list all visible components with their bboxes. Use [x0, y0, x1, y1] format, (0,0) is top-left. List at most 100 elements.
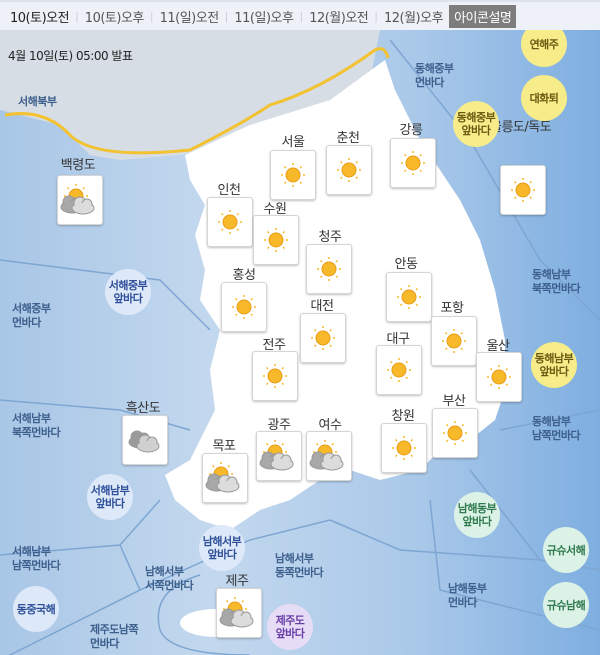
weather-map: 4월 10일(토) 05:00 발표 백령도 서울 춘천 강릉 울릉도/독도 인천 수원 청주… — [0, 30, 600, 655]
sea-forecast-badge[interactable]: 동해남부 앞바다 — [531, 342, 577, 388]
tab-2[interactable]: 11(일)오전 — [159, 10, 220, 26]
sunny-icon — [392, 436, 416, 460]
tab-3[interactable]: 11(일)오후 — [234, 10, 294, 26]
city-label: 대구 — [386, 332, 410, 347]
tab-separator: | — [299, 9, 304, 23]
sunny-icon — [232, 295, 256, 319]
sunny-icon — [511, 178, 535, 202]
sea-forecast-badge[interactable]: 규슈남해 — [543, 582, 589, 628]
city-label: 인천 — [217, 183, 241, 198]
sea-area-label: 동해남부 남쪽먼바다 — [532, 415, 581, 442]
city-label: 울산 — [486, 339, 510, 354]
sunny-icon — [387, 358, 411, 382]
sea-forecast-badge[interactable]: 대화퇴 — [521, 75, 567, 121]
sea-forecast-badge[interactable]: 동해중부 앞바다 — [453, 101, 499, 147]
north-korea-land — [0, 30, 380, 160]
icon-legend-button[interactable]: 아이콘설명 — [449, 4, 517, 28]
sea-area-label: 서해중부 먼바다 — [12, 302, 51, 329]
partly-cloudy-icon — [205, 462, 240, 493]
sunny-icon — [401, 151, 425, 175]
sunny-icon — [311, 326, 335, 350]
sunny-icon — [264, 228, 288, 252]
sea-area-label: 제주도남쪽 먼바다 — [90, 623, 139, 650]
sunny-icon — [443, 421, 467, 445]
tab-separator: | — [75, 9, 79, 23]
city-weather-box[interactable] — [221, 282, 267, 332]
tab-separator: | — [149, 9, 154, 23]
city-weather-box[interactable] — [500, 165, 546, 215]
city-weather-box[interactable] — [202, 453, 248, 503]
sea-forecast-badge[interactable]: 남해서부 앞바다 — [199, 525, 245, 571]
tab-1[interactable]: 10(토)오후 — [84, 10, 145, 26]
city-label: 전주 — [262, 338, 286, 353]
sunny-icon — [397, 285, 421, 309]
city-weather-box[interactable] — [381, 423, 427, 473]
city-weather-box[interactable] — [122, 415, 168, 465]
city-label: 대전 — [310, 299, 334, 314]
city-weather-box[interactable] — [432, 408, 478, 458]
sea-forecast-badge[interactable]: 서해중부 앞바다 — [105, 269, 151, 315]
city-weather-box[interactable] — [252, 351, 298, 401]
sea-forecast-badge[interactable]: 서해남부 앞바다 — [87, 474, 133, 520]
partly-cloudy-icon — [219, 597, 254, 628]
city-label: 목포 — [212, 439, 236, 454]
sea-area-label: 서해남부 북쪽먼바다 — [12, 412, 61, 439]
city-weather-box[interactable] — [431, 316, 477, 366]
city-label: 포항 — [440, 301, 464, 316]
sea-forecast-badge[interactable]: 남해동부 앞바다 — [454, 492, 500, 538]
city-label: 부산 — [442, 394, 466, 409]
city-weather-box[interactable] — [376, 345, 422, 395]
city-weather-box[interactable] — [253, 215, 299, 265]
city-weather-box[interactable] — [306, 431, 352, 481]
sea-forecast-badge[interactable]: 규슈서해 — [543, 527, 589, 573]
partly-cloudy-icon — [309, 440, 344, 471]
sea-area-label: 남해동부 먼바다 — [448, 582, 487, 609]
city-label: 강릉 — [399, 123, 423, 138]
tab-5[interactable]: 12(월)오후 — [383, 10, 444, 26]
tab-0[interactable]: 10(토)오전 — [10, 10, 70, 26]
tab-separator: | — [224, 9, 229, 23]
city-weather-box[interactable] — [256, 431, 302, 481]
sunny-icon — [317, 257, 341, 281]
sea-area-label: 동해중부 먼바다 — [415, 62, 454, 89]
city-label: 제주 — [225, 574, 249, 589]
issued-time: 4월 10일(토) 05:00 발표 — [8, 49, 133, 63]
city-label: 안동 — [394, 257, 418, 272]
city-weather-box[interactable] — [326, 145, 372, 195]
city-weather-box[interactable] — [306, 244, 352, 294]
city-label: 청주 — [318, 230, 342, 245]
city-weather-box[interactable] — [300, 313, 346, 363]
sea-area-label: 남해서부 서쪽먼바다 — [145, 565, 194, 592]
sea-forecast-badge[interactable]: 제주도 앞바다 — [267, 604, 313, 650]
city-weather-box[interactable] — [216, 588, 262, 638]
sunny-icon — [337, 158, 361, 182]
sunny-icon — [487, 365, 511, 389]
city-label: 울릉도/독도 — [490, 120, 552, 135]
city-label: 광주 — [267, 418, 291, 433]
tab-4[interactable]: 12(월)오전 — [309, 10, 369, 26]
city-label: 창원 — [391, 409, 415, 424]
sunny-icon — [281, 163, 305, 187]
city-label: 여수 — [318, 418, 342, 433]
sea-forecast-badge[interactable]: 연해주 — [521, 30, 567, 67]
sea-area-label: 서해남부 남쪽먼바다 — [12, 545, 61, 572]
partly-cloudy-icon — [60, 184, 95, 215]
cloudy-icon — [128, 430, 160, 453]
city-label: 춘천 — [336, 131, 360, 146]
sunny-icon — [442, 329, 466, 353]
tab-separator: | — [374, 9, 378, 23]
sea-area-label: 서해북부 — [18, 95, 57, 108]
city-weather-box[interactable] — [270, 150, 316, 200]
city-label: 홍성 — [232, 268, 256, 283]
city-weather-box[interactable] — [57, 175, 103, 225]
city-weather-box[interactable] — [386, 272, 432, 322]
sea-area-label: 남해서부 동쪽먼바다 — [275, 552, 324, 579]
sea-forecast-badge[interactable]: 동중국해 — [13, 586, 59, 632]
city-label: 서울 — [281, 135, 305, 150]
city-weather-box[interactable] — [476, 352, 522, 402]
city-label: 수원 — [263, 202, 287, 217]
city-weather-box[interactable] — [207, 197, 253, 247]
city-weather-box[interactable] — [390, 138, 436, 188]
forecast-time-tabs: 10(토)오전 | 10(토)오후 | 11(일)오전 | 11(일)오후 | 12(월)오전 |… — [0, 0, 600, 30]
sunny-icon — [263, 364, 287, 388]
